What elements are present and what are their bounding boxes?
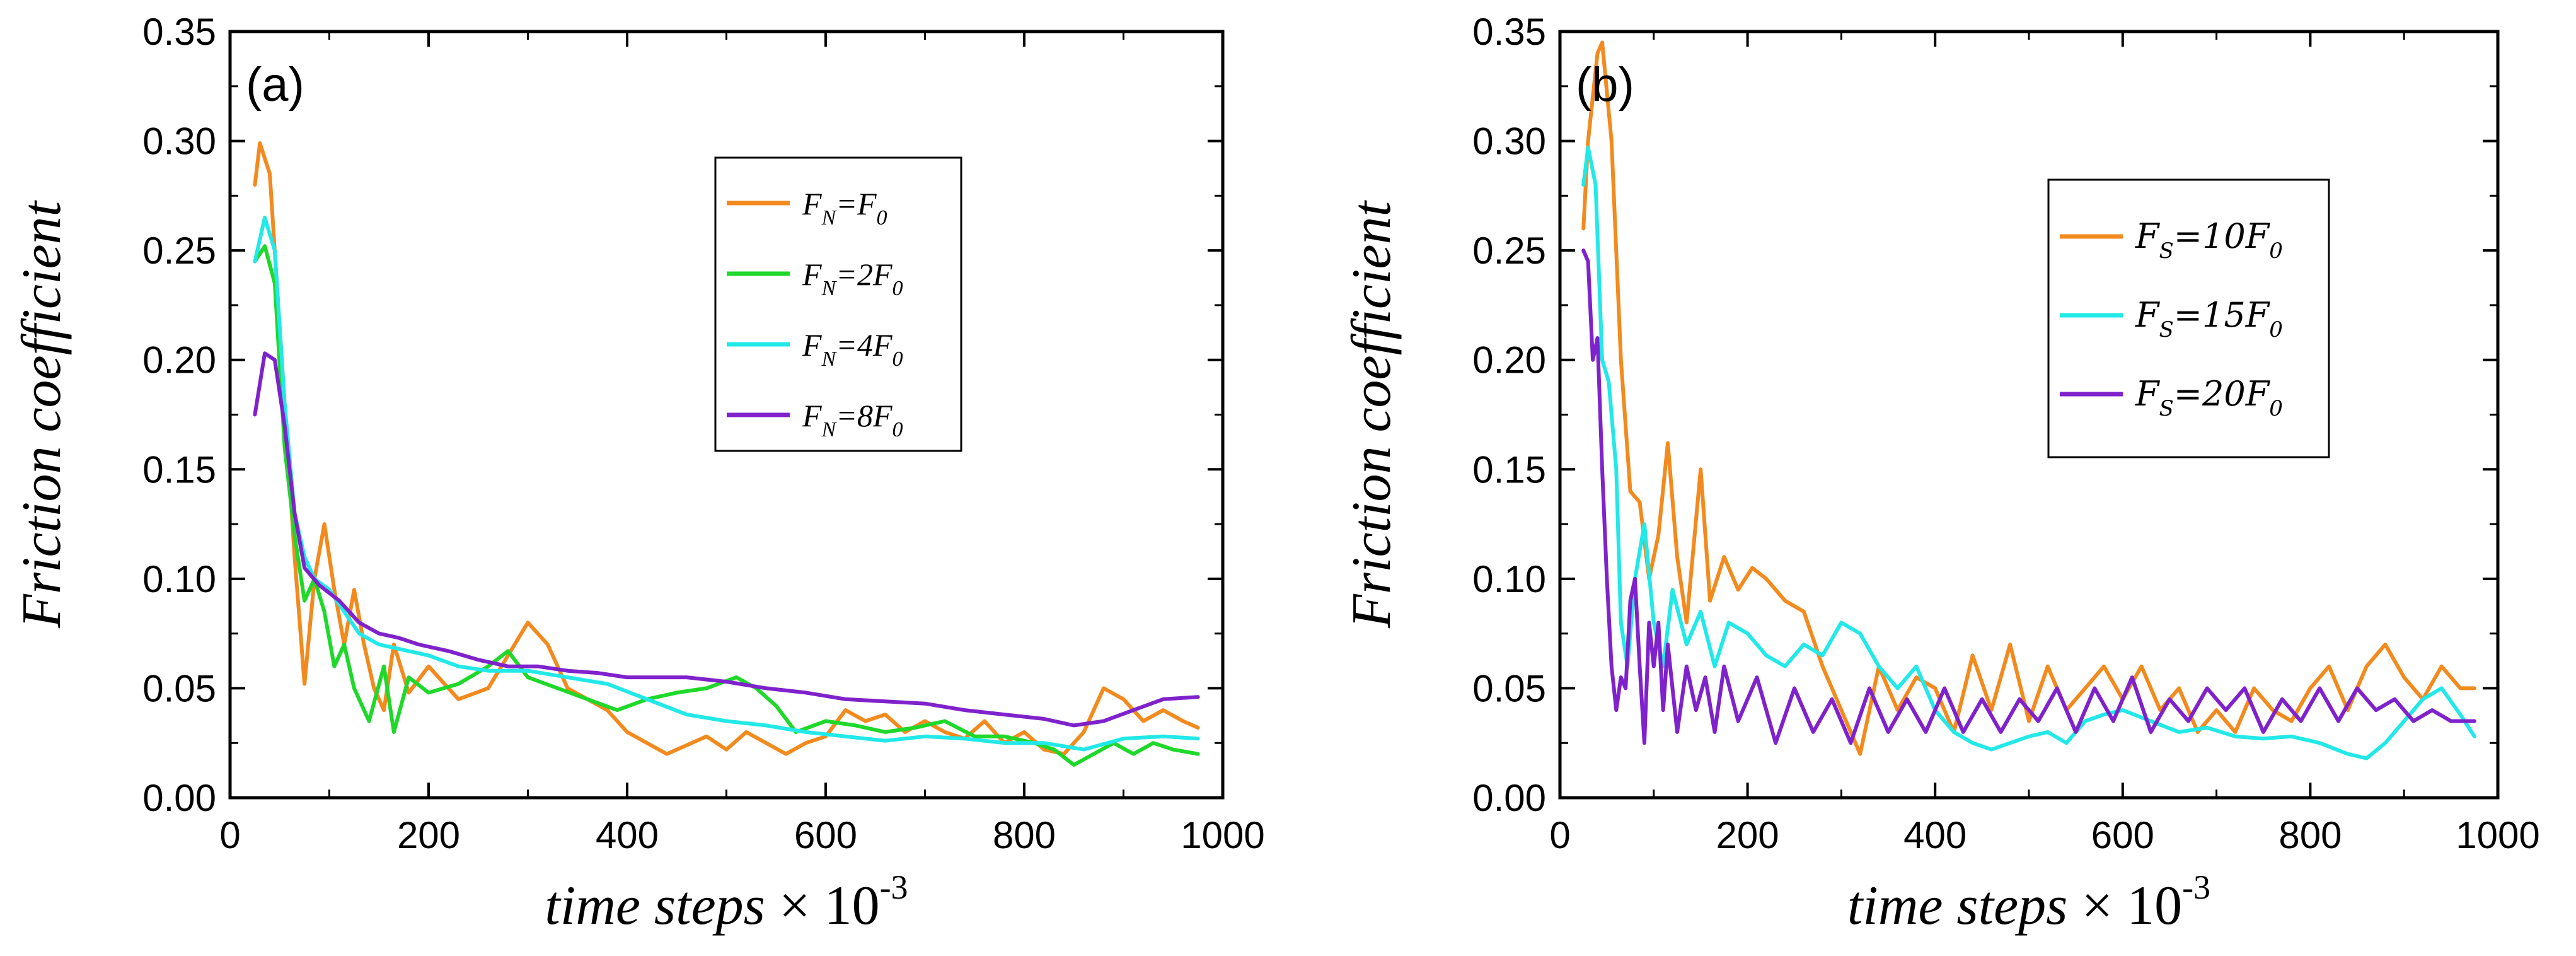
- panel-a-x-tick-label: 800: [993, 814, 1056, 856]
- panel-b-legend-label-3: FS=20F0: [2135, 374, 2283, 421]
- panel-a-series-lines: [253, 141, 1200, 767]
- panel-a-x-tick-label: 400: [596, 814, 659, 856]
- panel-b-legend-label-2: FS=15F0: [2135, 295, 2283, 342]
- panel-b-legend: FS=10F0 FS=15F0 FS=20F0: [2047, 178, 2330, 458]
- panel-a-x-tick-label: 0: [219, 814, 240, 856]
- panel-a-label: (a): [246, 58, 304, 112]
- panel-a-y-tick-label: 0.00: [142, 777, 216, 819]
- panel-b-series-line-2: [1581, 146, 2476, 761]
- panel-b-ticks: 0 200 400 600 800 1000 0.00 0.05 0.10 0.15 0.20 0.2…: [1472, 11, 2540, 856]
- panel-b-x-tick-label: 0: [1549, 814, 1570, 856]
- panel-a-y-tick-label: 0.10: [142, 558, 216, 600]
- panel-b-y-axis-title: Friction coefficient: [1341, 200, 1402, 629]
- panel-b-x-tick-label: 200: [1716, 814, 1779, 856]
- panel-a-x-tick-label: 600: [794, 814, 857, 856]
- panel-a-x-axis-title-exponent: -3: [880, 868, 908, 906]
- panel-a-y-tick-label: 0.20: [142, 339, 216, 382]
- panel-a-x-axis-title: time steps × 10-3: [545, 868, 908, 936]
- panel-b-series-line-3: [1581, 248, 2476, 745]
- panel-a-legend-box: [714, 156, 962, 452]
- panel-a-series-line-4: [253, 351, 1200, 728]
- panel-a-series-line-2: [253, 244, 1200, 767]
- panel-b-y-tick-label: 0.30: [1472, 120, 1546, 163]
- panel-b-y-tick-label: 0.35: [1472, 11, 1546, 53]
- panel-b-x-tick-label: 800: [2279, 814, 2342, 856]
- panel-b-label: (b): [1576, 58, 1634, 112]
- panel-a-series-line-3: [253, 216, 1200, 752]
- panel-b-y-tick-label: 0.05: [1472, 667, 1546, 709]
- panel-a-legend-label-3: FN=4F0: [802, 327, 903, 371]
- panel-a-y-tick-label: 0.35: [142, 11, 216, 53]
- panel-a: 0 200 400 600 800 1000 0.00 0.05 0.10 0.15 0.20 0.2…: [11, 11, 1265, 936]
- panel-a-legend-label-2: FN=2F0: [802, 257, 903, 300]
- panel-b-x-axis-title-main: time steps: [1847, 875, 2068, 936]
- panel-a-x-tick-label: 200: [397, 814, 460, 856]
- panel-a-x-tick-label: 1000: [1181, 814, 1264, 856]
- panel-b-legend-box: [2047, 178, 2330, 458]
- panel-b-y-tick-label: 0.15: [1472, 448, 1546, 491]
- panel-b-x-axis-title-exponent: -3: [2182, 868, 2210, 906]
- panel-b-y-tick-label: 0.20: [1472, 339, 1546, 382]
- panel-b-x-tick-label: 1000: [2456, 814, 2539, 856]
- panel-a-y-axis-title: Friction coefficient: [11, 200, 72, 629]
- panel-a-legend-label-1: FN=F0: [802, 186, 887, 230]
- panel-b: 0 200 400 600 800 1000 0.00 0.05 0.10 0.15 0.20 0.2…: [1341, 11, 2540, 936]
- panel-a-x-axis-title-main: time steps: [545, 875, 765, 936]
- panel-a-y-tick-label: 0.05: [142, 667, 216, 709]
- panel-b-y-tick-label: 0.00: [1472, 777, 1546, 819]
- panel-a-y-tick-label: 0.25: [142, 230, 216, 272]
- panel-b-series-lines: [1581, 40, 2476, 761]
- panel-b-y-tick-label: 0.10: [1472, 558, 1546, 600]
- panel-b-legend-label-1: FS=10F0: [2135, 216, 2283, 264]
- panel-b-x-tick-label: 400: [1903, 814, 1967, 856]
- panel-b-x-tick-label: 600: [2091, 814, 2154, 856]
- panel-b-x-axis-title: time steps × 10-3: [1847, 868, 2210, 936]
- panel-a-ticks: 0 200 400 600 800 1000 0.00 0.05 0.10 0.15 0.20 0.2…: [142, 11, 1265, 856]
- panel-a-legend: FN=F0 FN=2F0 FN=4F0 FN=8F0: [714, 156, 962, 452]
- panel-a-x-axis-title-times: × 10: [765, 875, 880, 936]
- panel-a-y-tick-label: 0.30: [142, 120, 216, 163]
- panel-a-y-tick-label: 0.15: [142, 448, 216, 491]
- panel-a-legend-label-4: FN=8F0: [802, 398, 903, 441]
- panel-b-x-axis-title-times: × 10: [2067, 875, 2182, 936]
- panel-b-y-tick-label: 0.25: [1472, 230, 1546, 272]
